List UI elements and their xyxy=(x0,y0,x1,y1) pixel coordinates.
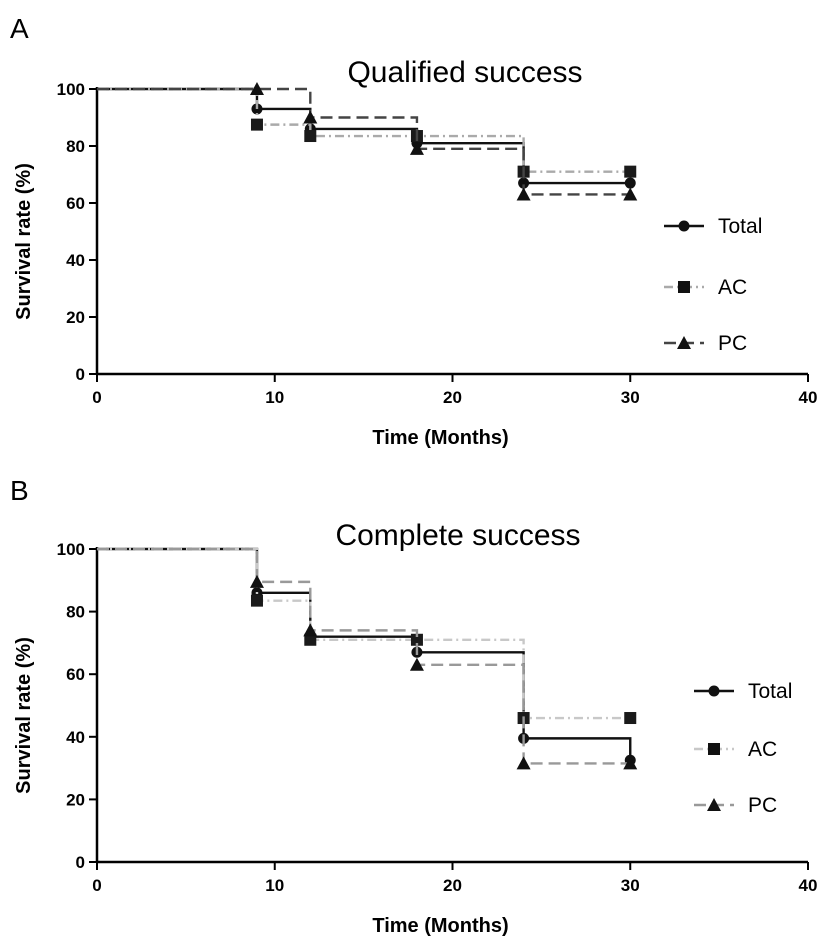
data-point-total xyxy=(518,177,530,189)
x-tick-label: 0 xyxy=(92,876,101,895)
data-point-pc xyxy=(409,657,424,671)
x-tick-label: 30 xyxy=(621,388,640,407)
y-axis-label: Survival rate (%) xyxy=(13,163,35,320)
legend-marker xyxy=(707,798,721,811)
x-axis-label: Time (Months) xyxy=(372,915,508,937)
x-tick-label: 40 xyxy=(799,876,818,895)
legend-item-ac: AC xyxy=(664,276,747,299)
legend-item-total: Total xyxy=(664,215,762,238)
data-point-total xyxy=(624,177,636,189)
y-tick-label: 80 xyxy=(66,137,85,156)
series-total xyxy=(97,547,636,766)
series-total xyxy=(97,87,636,189)
y-tick-label: 100 xyxy=(57,80,85,99)
data-point-pc xyxy=(249,574,264,588)
legend-label: AC xyxy=(748,738,777,761)
legend-label: Total xyxy=(718,215,762,238)
data-point-pc xyxy=(623,756,638,770)
y-tick-label: 80 xyxy=(66,603,85,622)
data-point-ac xyxy=(410,633,423,646)
panel-label: B xyxy=(10,475,29,506)
y-tick-label: 0 xyxy=(76,853,85,872)
series-line-pc xyxy=(97,547,631,765)
legend-marker xyxy=(708,743,720,755)
y-tick-label: 20 xyxy=(66,790,85,809)
data-point-pc xyxy=(249,82,264,95)
x-tick-label: 10 xyxy=(265,876,284,895)
x-tick-label: 20 xyxy=(443,388,462,407)
x-axis-label: Time (Months) xyxy=(372,427,508,449)
series-line-total xyxy=(97,547,632,761)
legend-marker xyxy=(678,281,690,293)
y-tick-label: 100 xyxy=(57,540,85,559)
legend: Total AC PC xyxy=(694,680,792,817)
y-tick-label: 60 xyxy=(66,665,85,684)
y-axis-label: Survival rate (%) xyxy=(13,637,35,794)
legend-item-pc: PC xyxy=(694,794,777,817)
data-point-ac xyxy=(250,594,263,607)
series-line-total xyxy=(97,87,631,185)
x-tick-label: 0 xyxy=(92,388,101,407)
data-point-pc xyxy=(623,187,638,201)
y-tick-label: 60 xyxy=(66,194,85,213)
y-tick-label: 20 xyxy=(66,308,85,327)
data-point-ac xyxy=(304,633,317,646)
series-line-ac xyxy=(97,547,631,720)
series-line-pc xyxy=(97,87,631,196)
series-line-ac xyxy=(97,87,631,173)
data-point-pc xyxy=(303,623,318,637)
chart-title: Complete success xyxy=(335,519,580,552)
data-point-pc xyxy=(303,110,318,124)
y-tick-label: 0 xyxy=(76,365,85,384)
data-point-pc xyxy=(516,187,531,201)
x-tick-label: 30 xyxy=(621,876,640,895)
x-tick-label: 10 xyxy=(265,388,284,407)
legend-item-total: Total xyxy=(694,680,792,703)
legend-marker xyxy=(677,336,691,349)
y-tick-label: 40 xyxy=(66,251,85,270)
chart-panel-b: B Complete success 0 20 40 60 80 100 0 10 20 30 40 Ti… xyxy=(10,475,817,937)
series-pc xyxy=(97,547,638,770)
data-point-ac xyxy=(624,165,637,178)
series-ac xyxy=(97,547,637,725)
data-point-pc xyxy=(516,756,531,770)
legend-marker xyxy=(708,685,720,697)
series-pc xyxy=(97,82,638,201)
legend-label: AC xyxy=(718,276,747,299)
legend-label: Total xyxy=(748,680,792,703)
x-tick-label: 40 xyxy=(799,388,818,407)
y-tick-label: 40 xyxy=(66,728,85,747)
data-point-ac xyxy=(304,130,317,143)
legend-label: PC xyxy=(718,332,747,355)
legend-marker xyxy=(678,220,690,232)
x-tick-label: 20 xyxy=(443,876,462,895)
legend-item-pc: PC xyxy=(664,332,747,355)
panel-label: A xyxy=(10,13,29,44)
legend: Total AC PC xyxy=(664,215,762,355)
legend-label: PC xyxy=(748,794,777,817)
data-point-pc xyxy=(409,141,424,155)
legend-item-ac: AC xyxy=(694,738,777,761)
data-point-ac xyxy=(250,118,263,131)
chart-title: Qualified success xyxy=(347,56,582,89)
data-point-ac xyxy=(624,712,637,725)
chart-panel-a: A Qualified success 0 20 40 60 80 100 0 10 20 30 40 T… xyxy=(10,13,817,449)
series-ac xyxy=(97,87,637,178)
